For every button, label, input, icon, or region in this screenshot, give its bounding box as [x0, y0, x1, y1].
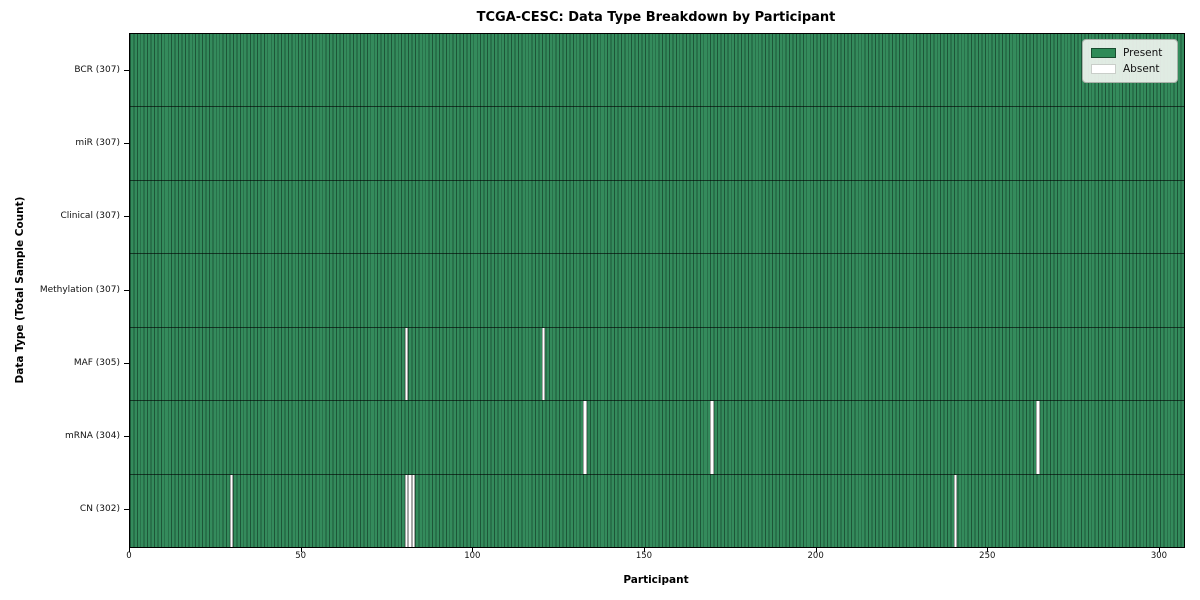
- x-tick-label: 0: [126, 551, 132, 561]
- x-tick-mark: [815, 547, 817, 552]
- y-tick-mark: [124, 289, 129, 291]
- legend-entry-present: Present: [1091, 47, 1169, 59]
- x-tick-mark: [472, 547, 474, 552]
- heatmap-row-Clinical: [130, 179, 1184, 253]
- x-tick-mark: [987, 547, 989, 552]
- absent-cell: [953, 474, 958, 547]
- present-swatch-icon: [1091, 48, 1116, 58]
- y-tick-mark: [124, 436, 129, 438]
- absent-cell: [411, 474, 415, 547]
- x-tick-mark: [643, 547, 645, 552]
- y-tick-label: Methylation (307): [39, 284, 120, 295]
- absent-cell: [404, 327, 409, 401]
- absent-cell: [1036, 401, 1040, 474]
- x-tick-label: 100: [464, 551, 481, 561]
- heatmap-row-MAF: [130, 326, 1184, 401]
- x-tick-mark: [300, 547, 302, 552]
- heatmap-row-Methylation: [130, 253, 1184, 326]
- legend-entry-absent: Absent: [1091, 63, 1169, 75]
- x-tick-label: 200: [807, 551, 824, 561]
- absent-cell: [541, 327, 546, 401]
- absent-cell: [229, 474, 233, 547]
- y-tick-mark: [124, 142, 129, 144]
- heatmap-rows: [130, 34, 1184, 547]
- y-tick-mark: [124, 216, 129, 218]
- y-tick-label: MAF (305): [73, 357, 120, 368]
- x-tick-label: 50: [295, 551, 307, 561]
- absent-cell: [710, 401, 714, 474]
- heatmap-row-CN: [130, 473, 1184, 547]
- x-tick-label: 300: [1150, 551, 1168, 561]
- x-tick-label: 250: [979, 551, 996, 561]
- y-tick-label: Clinical (307): [60, 211, 120, 222]
- heatmap-row-BCR: [130, 34, 1184, 106]
- y-tick-label: BCR (307): [74, 64, 120, 75]
- chart-title: TCGA-CESC: Data Type Breakdown by Partic…: [476, 10, 836, 25]
- x-tick-mark: [129, 547, 130, 552]
- x-tick-mark: [1158, 547, 1160, 552]
- y-tick-mark: [124, 69, 129, 71]
- y-tick-label: miR (307): [75, 137, 120, 148]
- y-tick-label: mRNA (304): [65, 431, 120, 442]
- y-tick-mark: [124, 509, 129, 511]
- y-tick-label: CN (302): [79, 504, 120, 515]
- legend-label-present: Present: [1123, 47, 1163, 59]
- y-tick-mark: [124, 362, 129, 364]
- absent-cell: [404, 474, 409, 547]
- legend: Present Absent: [1082, 39, 1178, 83]
- absent-cell: [583, 401, 587, 474]
- heatmap-row-miR: [130, 106, 1184, 179]
- absent-cell: [408, 474, 412, 547]
- legend-label-absent: Absent: [1123, 63, 1160, 75]
- x-tick-label: 150: [635, 551, 653, 561]
- x-axis-title: Participant: [623, 574, 689, 586]
- heatmap-row-mRNA: [130, 400, 1184, 474]
- absent-swatch-icon: [1091, 64, 1116, 74]
- plot-area: [129, 33, 1185, 548]
